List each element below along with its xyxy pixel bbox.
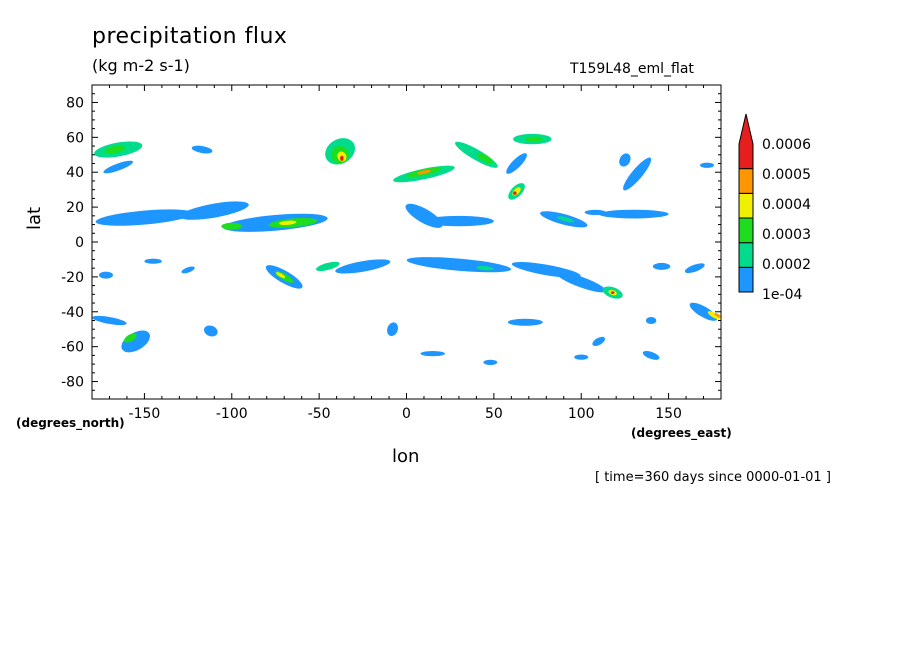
colorbar-swatch [738, 242, 754, 268]
x-tick-label: -150 [129, 406, 161, 422]
precip-cell [645, 317, 657, 324]
plot-frame [91, 84, 722, 400]
axis-ticks: -150 -100 -50 0 50 100 150 80 60 40 20 0 -20 -40 -60 -8… [61, 84, 722, 422]
y-tick-label: -20 [61, 270, 84, 286]
colorbar-swatch [738, 217, 754, 244]
x-axis-unit: (degrees_east) [631, 426, 732, 440]
precip-cell [619, 153, 631, 167]
y-axis-unit: (degrees_north) [16, 416, 125, 430]
y-tick-label: 20 [66, 200, 84, 216]
precip-cell [642, 350, 660, 360]
precip-cell [406, 257, 512, 273]
precip-cell [278, 220, 297, 226]
precip-cell [124, 333, 137, 343]
precip-cell [684, 263, 705, 274]
precip-cell [455, 141, 498, 168]
precip-cell [417, 169, 431, 175]
time-footer: [ time=360 days since 0000-01-01 ] [595, 470, 831, 485]
precip-cell [144, 258, 162, 264]
colorbar: 0.0006 0.0005 0.0004 0.0003 0.0002 1e-04 [738, 113, 811, 303]
precip-cell [598, 209, 669, 219]
colorbar-swatch [738, 168, 754, 194]
x-axis-label: lon [392, 446, 420, 467]
precip-cell [592, 336, 605, 347]
y-tick-label: -60 [61, 340, 84, 356]
precip-cell [276, 272, 286, 279]
precip-field [92, 133, 721, 365]
precip-cell [623, 157, 652, 191]
precip-cell [584, 209, 606, 215]
run-name: T159L48_eml_flat [570, 61, 694, 77]
precip-cell [507, 318, 543, 326]
colorbar-label: 1e-04 [762, 287, 802, 303]
precip-cell [104, 145, 126, 154]
precip-cell [103, 160, 134, 174]
precip-cell [181, 266, 195, 274]
colorbar-label: 0.0004 [762, 197, 811, 213]
precip-cell [525, 136, 543, 142]
colorbar-swatch [738, 266, 754, 293]
precip-cell [387, 322, 398, 337]
y-tick-label: 80 [66, 95, 84, 111]
colorbar-label: 0.0006 [762, 137, 811, 153]
precip-cell [221, 222, 243, 230]
precip-cell [610, 291, 615, 294]
precip-cell [689, 302, 718, 321]
precip-cell [574, 354, 589, 360]
y-tick-label: -40 [61, 305, 84, 321]
precip-cell [420, 351, 445, 357]
precip-cell [707, 311, 721, 320]
precip-cell [98, 271, 113, 279]
precip-cell [557, 216, 574, 223]
precip-cell [652, 262, 671, 270]
precip-cell [405, 203, 443, 228]
chart-units: (kg m-2 s-1) [92, 56, 190, 75]
precip-cell [714, 313, 721, 318]
precip-cell [556, 271, 606, 293]
chart-title: precipitation flux [92, 24, 288, 49]
precip-cell [483, 359, 498, 365]
precip-cell [340, 155, 344, 161]
colorbar-label: 0.0003 [762, 227, 811, 243]
precip-cell [191, 145, 213, 154]
colorbar-swatch [738, 192, 754, 219]
precip-cell [700, 162, 715, 168]
precip-cell [477, 153, 493, 164]
y-tick-label: 60 [66, 130, 84, 146]
precip-cell [335, 259, 391, 274]
precip-cell [92, 315, 127, 326]
precip-cell [423, 215, 494, 227]
x-tick-label: 0 [402, 406, 411, 422]
precip-cell [179, 201, 249, 220]
precip-cell [316, 261, 340, 272]
x-tick-label: 50 [485, 406, 503, 422]
precip-cell [204, 325, 218, 337]
precip-cell [95, 209, 194, 226]
precip-cell [476, 265, 494, 271]
y-tick-label: 40 [66, 165, 84, 181]
y-tick-label: 0 [75, 235, 84, 251]
x-tick-label: 100 [568, 406, 595, 422]
x-tick-label: -50 [308, 406, 331, 422]
precip-cell [506, 153, 527, 174]
y-tick-label: -80 [61, 375, 84, 391]
colorbar-label: 0.0005 [762, 167, 811, 183]
precip-cell [513, 191, 517, 195]
precip-cell [121, 330, 150, 353]
colorbar-swatch [738, 113, 754, 170]
colorbar-label: 0.0002 [762, 257, 811, 273]
x-tick-label: -100 [216, 406, 248, 422]
x-tick-label: 150 [655, 406, 682, 422]
